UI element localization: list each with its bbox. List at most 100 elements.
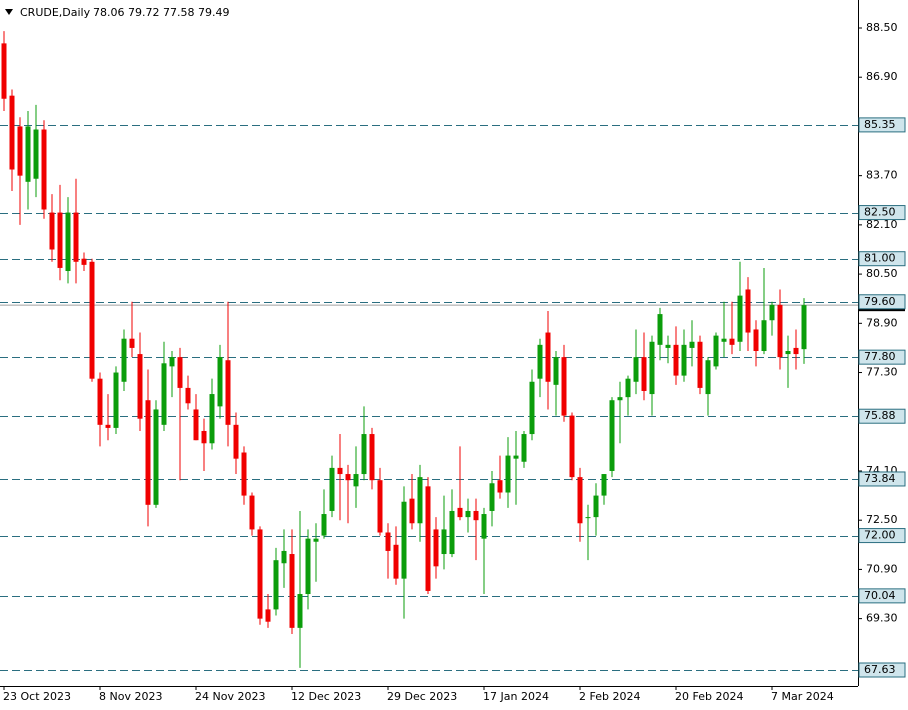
- candle-body: [17, 126, 23, 176]
- candle-body: [553, 357, 559, 385]
- candle-body: [593, 495, 599, 518]
- candle-body: [177, 357, 183, 388]
- candle-body: [353, 474, 359, 487]
- candle-body: [761, 320, 767, 351]
- y-tick-label: 88.50: [866, 21, 898, 34]
- level-label: 85.35: [864, 118, 896, 131]
- candle-body: [681, 344, 687, 376]
- candle-body: [401, 501, 407, 579]
- candle-body: [473, 510, 479, 521]
- candle-body: [305, 538, 311, 595]
- candle-body: [657, 314, 663, 345]
- level-label-box: [858, 662, 906, 678]
- candle-body: [449, 510, 455, 555]
- candle-body: [121, 338, 127, 382]
- x-tick-label: 23 Oct 2023: [3, 690, 71, 703]
- candle-body: [105, 424, 111, 428]
- candle-body: [137, 354, 143, 419]
- y-tick-label: 83.70: [866, 169, 898, 182]
- candle-body: [9, 95, 15, 170]
- level-label: 79.60: [864, 295, 896, 308]
- chart-title: CRUDE,Daily: [20, 6, 91, 19]
- candle-body: [201, 430, 207, 444]
- candle-body: [193, 409, 199, 441]
- candle-body: [369, 434, 375, 481]
- candle-body: [689, 341, 695, 348]
- candle-body: [81, 258, 87, 265]
- candle-body: [489, 483, 495, 511]
- level-label-box: [858, 408, 906, 424]
- x-tick-label: 12 Dec 2023: [291, 690, 361, 703]
- candle-body: [361, 434, 367, 475]
- level-label: 82.50: [864, 206, 896, 219]
- level-label: 73.84: [864, 472, 896, 485]
- level-label: 75.88: [864, 409, 896, 422]
- level-label: 70.04: [864, 589, 896, 602]
- candle-body: [153, 409, 159, 505]
- candle-body: [217, 357, 223, 407]
- candle-body: [737, 295, 743, 342]
- candle-body: [721, 338, 727, 342]
- candle-body: [793, 347, 799, 355]
- candle-body: [385, 532, 391, 551]
- candle-body: [617, 397, 623, 401]
- candle-body: [33, 129, 39, 179]
- y-tick-label: 70.90: [866, 562, 898, 575]
- level-label: 67.63: [864, 663, 896, 676]
- candle-body: [1, 43, 7, 99]
- candle-body: [337, 467, 343, 475]
- candle-body: [697, 341, 703, 388]
- candle-body: [521, 434, 527, 462]
- candle-body: [129, 338, 135, 348]
- y-tick-label: 72.50: [866, 513, 898, 526]
- candle-body: [577, 477, 583, 524]
- candle-body: [585, 517, 591, 519]
- candle-body: [57, 212, 63, 268]
- candle-body: [297, 594, 303, 628]
- candle-body: [161, 363, 167, 425]
- candle-body: [409, 498, 415, 524]
- candle-body: [233, 424, 239, 459]
- candle-body: [609, 400, 615, 471]
- candle-body: [545, 332, 551, 382]
- candle-body: [417, 477, 423, 524]
- candle-body: [169, 357, 175, 367]
- candle-body: [513, 455, 519, 459]
- x-tick-label: 8 Nov 2023: [99, 690, 162, 703]
- level-label: 72.00: [864, 529, 896, 542]
- candle-body: [257, 529, 263, 619]
- candle-body: [457, 507, 463, 518]
- candle-body: [145, 400, 151, 505]
- candle-body: [377, 480, 383, 533]
- y-tick-label: 80.50: [866, 267, 898, 280]
- candle-body: [673, 344, 679, 376]
- candle-body: [769, 304, 775, 321]
- candle-body: [713, 335, 719, 367]
- candle-body: [641, 357, 647, 391]
- level-label-box: [858, 251, 906, 267]
- y-tick-label: 77.30: [866, 366, 898, 379]
- candle-body: [633, 357, 639, 382]
- candle-body: [289, 554, 295, 628]
- level-label-box: [858, 528, 906, 544]
- candle-body: [209, 394, 215, 444]
- y-tick-label: 82.10: [866, 218, 898, 231]
- y-tick-label: 78.90: [866, 316, 898, 329]
- candle-body: [249, 495, 255, 530]
- candle-body: [665, 344, 671, 348]
- candle-body: [73, 212, 79, 262]
- candle-body: [729, 338, 735, 345]
- candle-body: [89, 261, 95, 379]
- candle-body: [745, 289, 751, 333]
- candle-body: [777, 304, 783, 358]
- x-tick-label: 17 Jan 2024: [483, 690, 549, 703]
- menu-triangle[interactable]: [5, 9, 13, 15]
- candle-body: [801, 305, 807, 350]
- candle-body: [481, 514, 487, 539]
- level-label-box: [858, 471, 906, 487]
- level-label-box: [858, 294, 906, 310]
- level-label-box: [858, 205, 906, 221]
- candle-body: [185, 387, 191, 404]
- x-tick-label: 29 Dec 2023: [387, 690, 457, 703]
